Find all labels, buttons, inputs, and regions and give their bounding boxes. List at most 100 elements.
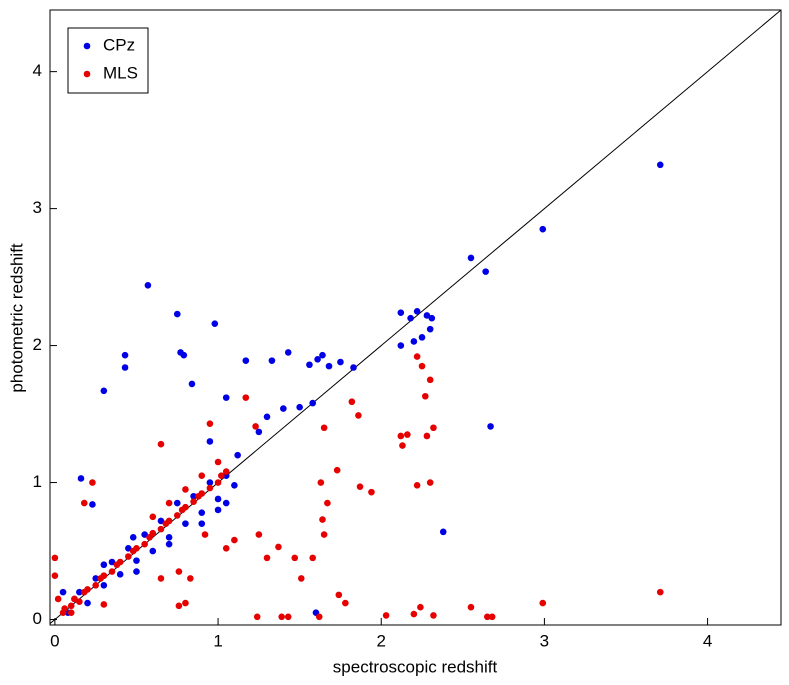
- point: [149, 513, 157, 521]
- point: [182, 486, 189, 493]
- point: [333, 466, 341, 474]
- point: [320, 424, 328, 432]
- point: [656, 588, 664, 596]
- point: [67, 609, 75, 616]
- point: [467, 603, 475, 611]
- point: [467, 254, 475, 262]
- point: [173, 310, 181, 318]
- point: [324, 499, 331, 507]
- y-tick-label: 3: [33, 198, 42, 217]
- point: [421, 392, 429, 400]
- point: [51, 554, 59, 562]
- point: [356, 483, 364, 490]
- point: [296, 403, 303, 411]
- point: [76, 588, 83, 596]
- point: [284, 349, 292, 356]
- x-tick-label: 2: [377, 631, 386, 650]
- point: [263, 554, 271, 562]
- point: [280, 405, 287, 412]
- point: [51, 572, 59, 579]
- point: [89, 479, 96, 486]
- point: [242, 394, 250, 401]
- y-tick-label: 4: [33, 61, 42, 80]
- point: [231, 536, 238, 544]
- point: [539, 599, 547, 607]
- point: [397, 432, 405, 440]
- point: [100, 387, 108, 395]
- point: [129, 534, 137, 541]
- point: [319, 516, 326, 523]
- point: [253, 613, 261, 621]
- point: [309, 399, 317, 407]
- y-tick-label: 2: [33, 335, 42, 354]
- point: [368, 488, 375, 496]
- point: [125, 553, 132, 560]
- point: [337, 358, 344, 366]
- point: [89, 501, 96, 508]
- point: [141, 540, 148, 548]
- point: [418, 334, 426, 341]
- point: [348, 398, 356, 406]
- point: [430, 612, 437, 619]
- point: [297, 575, 305, 582]
- point: [309, 554, 317, 562]
- point: [319, 351, 326, 359]
- point: [291, 554, 299, 562]
- point: [149, 529, 157, 537]
- point: [144, 282, 152, 289]
- point: [182, 599, 189, 607]
- y-axis-label: photometric redshift: [7, 243, 26, 393]
- point: [157, 517, 165, 525]
- point: [149, 547, 157, 555]
- point: [187, 575, 194, 582]
- point: [488, 613, 496, 621]
- point: [656, 161, 664, 169]
- point: [100, 572, 108, 579]
- point: [206, 479, 214, 486]
- plot-frame: [49, 9, 782, 626]
- point: [413, 353, 421, 360]
- point: [59, 609, 67, 616]
- point: [182, 503, 189, 511]
- point: [430, 424, 437, 432]
- point: [92, 581, 99, 589]
- point: [397, 309, 405, 317]
- point: [382, 612, 390, 619]
- point: [355, 412, 362, 419]
- point: [482, 268, 489, 275]
- point: [252, 423, 259, 430]
- x-tick-label: 4: [703, 631, 712, 650]
- point: [404, 431, 411, 438]
- point: [428, 314, 436, 322]
- legend-marker: [83, 42, 91, 50]
- point: [234, 451, 241, 459]
- point: [263, 413, 271, 421]
- point: [399, 442, 406, 449]
- point: [165, 540, 173, 548]
- point: [198, 472, 206, 480]
- point: [54, 595, 62, 603]
- point: [175, 568, 183, 575]
- y-tick-label: 0: [33, 609, 42, 628]
- point: [198, 490, 206, 497]
- legend-box: [67, 27, 149, 94]
- point: [222, 394, 230, 401]
- point: [165, 499, 173, 507]
- point: [214, 506, 222, 514]
- point: [222, 544, 230, 552]
- point: [84, 586, 91, 593]
- point: [71, 595, 78, 603]
- point: [182, 520, 189, 527]
- point: [335, 591, 343, 599]
- point: [426, 479, 434, 486]
- point: [59, 588, 67, 596]
- point: [413, 308, 421, 315]
- point: [423, 432, 431, 440]
- point: [188, 380, 196, 388]
- point: [77, 475, 85, 482]
- y-tick-label: 1: [33, 472, 42, 491]
- point: [214, 495, 222, 503]
- point: [222, 468, 230, 475]
